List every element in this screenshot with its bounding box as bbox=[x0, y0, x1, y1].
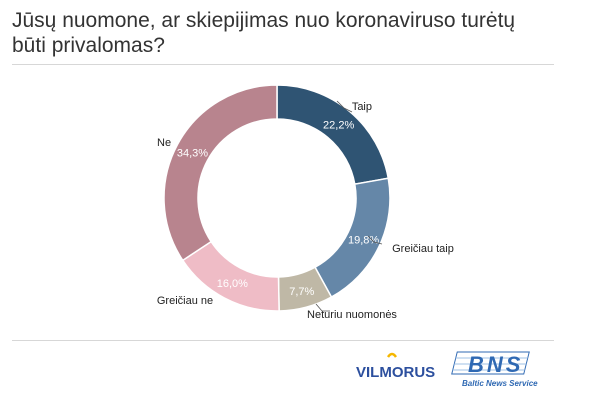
slice-value-label: 16,0% bbox=[217, 278, 248, 290]
footer-divider bbox=[12, 340, 554, 341]
slice-value-label: 7,7% bbox=[289, 286, 314, 298]
vilmorus-swoosh-icon bbox=[386, 352, 398, 358]
vilmorus-wordmark: VILMORUS bbox=[356, 364, 435, 381]
vilmorus-logo: VILMORUS bbox=[356, 352, 435, 381]
slice-category-label: Ne bbox=[157, 137, 171, 149]
chart-title: Jūsų nuomone, ar skiepijimas nuo koronav… bbox=[12, 9, 516, 57]
bns-wordmark: BNS bbox=[468, 352, 523, 377]
title-divider bbox=[12, 64, 554, 65]
slice-category-label: Greičiau taip bbox=[392, 243, 454, 255]
label-leader-line bbox=[367, 235, 383, 245]
slice-category-label: Greičiau ne bbox=[157, 295, 213, 307]
donut-slice bbox=[163, 84, 278, 262]
slice-value-label: 19,8% bbox=[348, 234, 379, 246]
slice-value-label: 34,3% bbox=[177, 148, 208, 160]
label-leader-line bbox=[336, 100, 353, 113]
slice-value-label: 22,2% bbox=[323, 119, 354, 131]
slice-category-label: Taip bbox=[352, 101, 372, 113]
bns-logo: BNS Baltic News Service bbox=[451, 351, 538, 388]
slice-category-label: Neturiu nuomonės bbox=[307, 309, 397, 321]
label-leader-line bbox=[315, 303, 330, 312]
bns-tagline: Baltic News Service bbox=[462, 379, 538, 388]
